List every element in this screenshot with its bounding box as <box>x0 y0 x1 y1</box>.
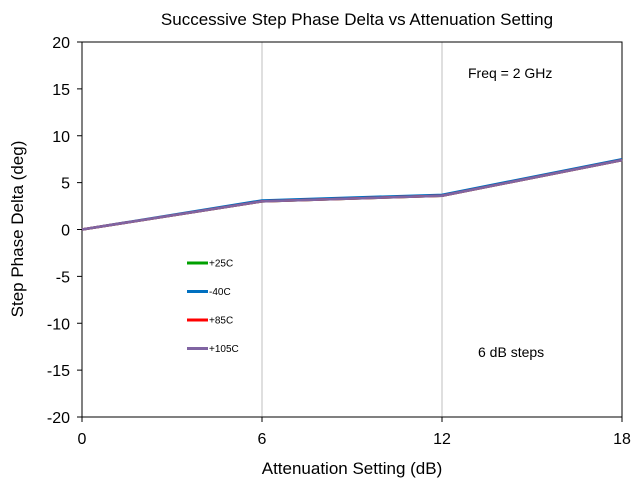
y-tick-label: 15 <box>52 82 70 99</box>
annotation-frequency: Freq = 2 GHz <box>468 65 552 81</box>
x-tick-label: 18 <box>613 431 631 448</box>
legend-label-3: +105C <box>209 344 239 355</box>
legend-label-2: +85C <box>209 316 233 327</box>
y-tick-label: 10 <box>52 129 70 146</box>
legend-label-1: -40C <box>209 287 231 298</box>
plot-area <box>81 41 623 418</box>
y-tick-label: -20 <box>47 410 70 427</box>
x-axis-label: Attenuation Setting (dB) <box>262 459 443 478</box>
series-lines <box>81 157 623 231</box>
series-line-0 <box>81 158 623 231</box>
legend-label-0: +25C <box>209 259 233 270</box>
y-axis-ticks: 20 15 10 5 0 -5 -10 -15 -20 <box>47 35 82 427</box>
y-tick-label: -15 <box>47 363 70 380</box>
x-axis-ticks: 0 6 12 18 <box>78 417 631 448</box>
y-tick-label: 5 <box>61 176 70 193</box>
x-tick-label: 6 <box>258 431 267 448</box>
y-tick-label: 0 <box>61 223 70 240</box>
series-line-2 <box>81 158 623 231</box>
y-tick-label: 20 <box>52 35 70 52</box>
series-line-1 <box>81 157 623 231</box>
x-tick-label: 12 <box>433 431 451 448</box>
x-tick-label: 0 <box>78 431 87 448</box>
legend: +25C -40C +85C +105C <box>187 259 239 355</box>
y-axis-label: Step Phase Delta (deg) <box>8 141 27 318</box>
y-tick-label: -10 <box>47 316 70 333</box>
series-line-3 <box>81 158 623 231</box>
annotation-steps: 6 dB steps <box>478 344 544 360</box>
chart-title: Successive Step Phase Delta vs Attenuati… <box>161 10 553 29</box>
grid-lines <box>261 42 443 417</box>
y-tick-label: -5 <box>56 269 70 286</box>
